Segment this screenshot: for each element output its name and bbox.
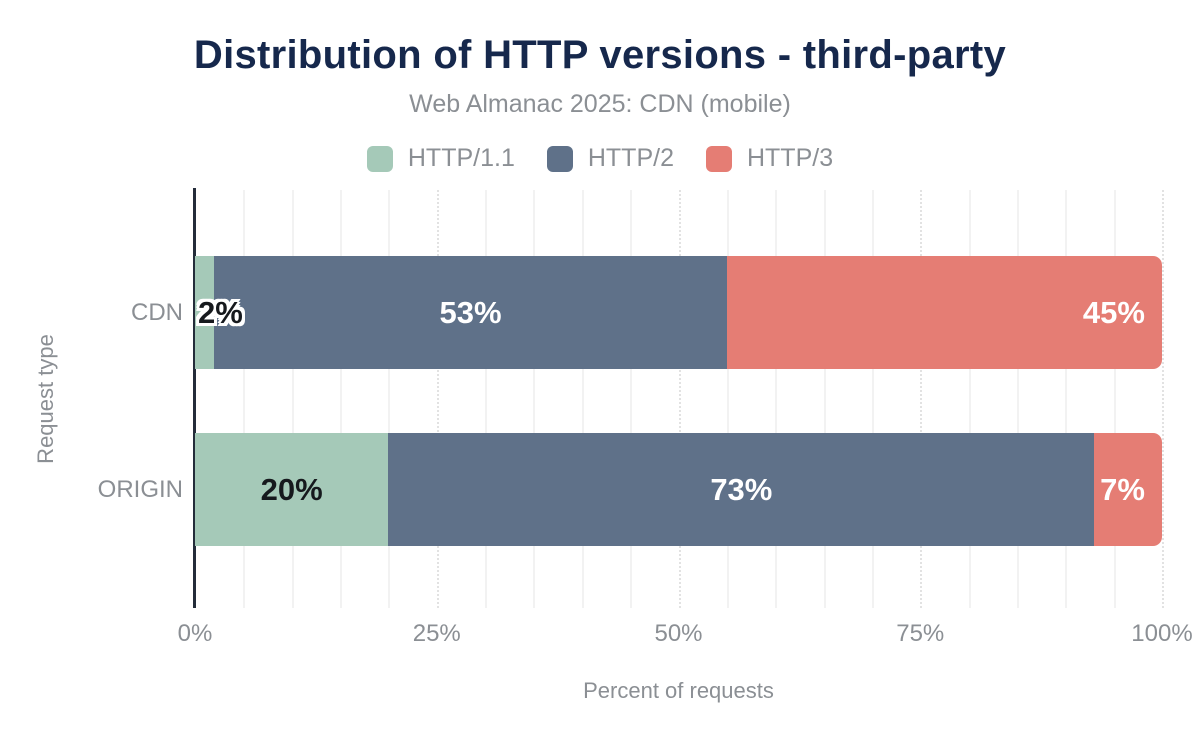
bar-row-cdn: 2% 53% 45% — [195, 256, 1162, 369]
bar-segment-cdn-http3: 45% — [726, 256, 1162, 369]
y-axis-line — [193, 188, 196, 608]
legend-label-http11: HTTP/1.1 — [407, 144, 515, 172]
bar-segment-origin-http11: 20% — [195, 433, 389, 546]
legend-swatch-http2 — [546, 145, 573, 172]
category-label-origin: ORIGIN — [97, 475, 183, 503]
chart-subtitle: Web Almanac 2025: CDN (mobile) — [409, 90, 791, 118]
legend-swatch-http11 — [366, 145, 393, 172]
gridline-85 — [1016, 190, 1019, 608]
gridline-5 — [243, 190, 246, 608]
bar-row-origin: 20% 73% 7% — [195, 433, 1162, 546]
legend-item-http2: HTTP/2 — [546, 144, 674, 173]
plot-area: 2% 53% 45% 20% 73% 7% — [193, 188, 1164, 608]
x-tick-label-50: 50% — [654, 620, 703, 647]
gridline-40 — [581, 190, 584, 608]
bar-segment-cdn-http2: 53% — [214, 256, 727, 369]
gridline-100 — [1162, 190, 1164, 608]
x-axis-title: Percent of requests — [583, 678, 774, 703]
bar-label-origin-http3: 7% — [1100, 472, 1145, 507]
legend-swatch-http3 — [705, 145, 732, 172]
bar-segment-origin-http2: 73% — [388, 433, 1095, 546]
gridline-55 — [726, 190, 729, 608]
bar-segment-origin-http3: 7% — [1094, 433, 1162, 546]
gridline-80 — [968, 190, 971, 608]
legend-item-http3: HTTP/3 — [705, 144, 834, 173]
x-tick-label-100: 100% — [1131, 620, 1193, 647]
gridline-60 — [775, 190, 778, 608]
bar-segment-cdn-http11: 2% — [195, 256, 243, 369]
x-tick-label-75: 75% — [896, 620, 945, 647]
gridline-45 — [630, 190, 633, 608]
gridline-50 — [678, 190, 681, 608]
gridline-30 — [485, 190, 488, 608]
gridline-90 — [1065, 190, 1068, 608]
x-tick-label-25: 25% — [412, 620, 461, 647]
gridline-70 — [871, 190, 874, 608]
x-tick-label-0: 0% — [177, 620, 213, 647]
legend-item-http11: HTTP/1.1 — [366, 144, 515, 173]
gridline-95 — [1113, 190, 1116, 608]
gridline-20 — [388, 190, 391, 608]
legend: HTTP/1.1 HTTP/2 HTTP/3 — [0, 144, 1200, 173]
bar-label-cdn-http11: 2% — [198, 295, 243, 330]
category-label-cdn: CDN — [131, 298, 183, 326]
gridline-35 — [533, 190, 536, 608]
legend-label-http2: HTTP/2 — [587, 144, 674, 172]
bar-label-cdn-http2: 53% — [439, 295, 502, 330]
gridline-15 — [340, 190, 343, 608]
gridline-65 — [823, 190, 826, 608]
gridline-10 — [291, 190, 294, 608]
legend-label-http3: HTTP/3 — [746, 144, 834, 172]
bar-label-origin-http2: 73% — [710, 472, 773, 507]
category-axis: CDN ORIGIN — [0, 190, 183, 608]
bar-label-origin-http11: 20% — [260, 472, 323, 507]
gridline-25 — [436, 190, 439, 608]
gridline-75 — [920, 190, 923, 608]
chart-title: Distribution of HTTP versions - third-pa… — [193, 33, 1007, 77]
bar-label-cdn-http3: 45% — [1082, 295, 1145, 330]
